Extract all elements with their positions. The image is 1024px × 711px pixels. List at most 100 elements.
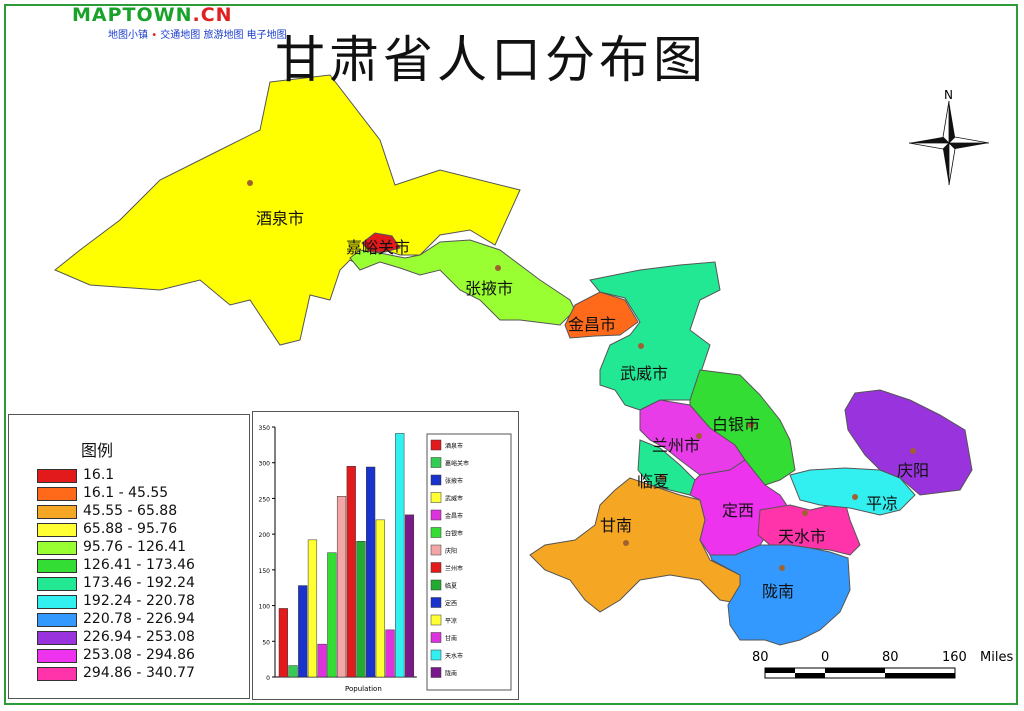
chart-legend-label: 甘南	[445, 635, 457, 643]
bar-11	[375, 519, 385, 678]
legend-swatch	[37, 613, 77, 627]
legend-title: 图例	[81, 441, 114, 460]
region-label: 天水市	[778, 527, 827, 546]
region-jinchang	[564, 291, 639, 339]
legend-label: 65.88 - 95.76	[83, 521, 178, 537]
site-logo[interactable]: MAPTOWN.CN	[72, 4, 233, 26]
legend-label: 16.1 - 45.55	[83, 485, 169, 501]
legend-item: 65.88 - 95.76	[37, 521, 247, 537]
link-traffic[interactable]: 交通地图	[160, 30, 201, 41]
legend-item: 253.08 - 294.86	[37, 647, 247, 663]
compass-rose-icon	[908, 100, 990, 186]
chart-legend-swatch	[430, 439, 442, 451]
bar-3	[298, 585, 308, 678]
chart-legend-swatch	[430, 632, 442, 643]
bar-7	[336, 496, 347, 678]
link-travel[interactable]: 旅游地图	[203, 30, 244, 41]
legend-swatch	[37, 541, 77, 555]
region-label: 白银市	[712, 415, 761, 434]
x-axis-label: Population	[345, 685, 382, 693]
chart-legend-label: 定西	[445, 600, 457, 608]
population-chart: 0 50 100 150 200 250 300 350 Population 酒泉市 嘉峪关市 张掖…	[252, 411, 519, 700]
y-tick-label: 350	[259, 425, 271, 432]
chart-legend-label: 天水市	[445, 652, 463, 660]
region-label: 嘉峪关市	[346, 238, 411, 257]
legend-swatch	[37, 559, 77, 573]
legend-label: 16.1	[83, 467, 115, 483]
bar-8	[346, 466, 356, 678]
chart-legend-label: 白银市	[445, 530, 463, 538]
legend-item: 220.78 - 226.94	[37, 611, 247, 627]
legend-swatch	[37, 505, 77, 519]
legend-label: 253.08 - 294.86	[83, 647, 195, 663]
y-tick-label: 50	[262, 639, 270, 646]
y-tick-label: 200	[259, 532, 271, 539]
legend-label: 95.76 - 126.41	[83, 539, 187, 555]
bar-14	[404, 514, 415, 678]
region-label: 临夏	[637, 472, 670, 491]
legend-label: 45.55 - 65.88	[83, 503, 178, 519]
legend-swatch	[37, 667, 77, 681]
region-label: 兰州市	[652, 436, 701, 455]
chart-legend-label: 庆阳	[445, 547, 457, 555]
legend-item: 16.1	[37, 467, 247, 483]
chart-legend-label: 酒泉市	[445, 442, 463, 450]
map-legend: 图例 16.1 16.1 - 45.55 45.55 - 65.88 65.88 - …	[8, 414, 250, 699]
legend-label: 220.78 - 226.94	[83, 611, 195, 627]
north-label: N	[944, 88, 953, 102]
scale-unit: Miles	[980, 650, 1014, 665]
legend-swatch	[37, 487, 77, 501]
region-label: 定西	[722, 501, 755, 520]
legend-label: 192.24 - 220.78	[83, 593, 195, 609]
legend-item: 173.46 - 192.24	[37, 575, 247, 591]
chart-legend-swatch	[430, 474, 442, 486]
bar-12	[385, 629, 395, 678]
legend-label: 173.46 - 192.24	[83, 575, 195, 591]
region-zhangye	[349, 239, 576, 326]
bar-13	[395, 433, 405, 678]
chart-legend-swatch	[430, 492, 442, 503]
region-label: 陇南	[762, 582, 795, 601]
legend-label: 294.86 - 340.77	[83, 665, 195, 681]
chart-legend-swatch	[430, 597, 442, 608]
bar-9	[356, 541, 366, 678]
y-tick-label: 100	[259, 604, 271, 611]
chart-legend-label: 金昌市	[445, 512, 463, 520]
scale-bar	[764, 667, 956, 679]
link-emap[interactable]: 电子地图	[246, 30, 287, 41]
link-town[interactable]: 地图小镇	[108, 30, 148, 41]
legend-item: 16.1 - 45.55	[37, 485, 247, 501]
y-tick-label: 0	[266, 675, 270, 682]
chart-legend-label: 兰州市	[445, 565, 463, 573]
scale-label: 160	[942, 650, 967, 665]
y-tick-label: 250	[259, 496, 271, 503]
chart-legend-swatch	[430, 614, 442, 626]
scale-label: 0	[821, 650, 830, 665]
region-jiuquan	[54, 74, 521, 346]
chart-legend-swatch	[430, 562, 442, 573]
site-links: 地图小镇 • 交通地图 旅游地图 电子地图	[108, 30, 287, 41]
legend-item: 126.41 - 173.46	[37, 557, 247, 573]
map-frame	[4, 4, 1018, 705]
chart-legend-swatch	[430, 509, 442, 521]
region-label: 庆阳	[897, 461, 930, 480]
region-pingliang	[789, 467, 916, 516]
chart-legend-swatch	[430, 457, 442, 468]
chart-legend-swatch	[430, 544, 442, 556]
legend-item: 95.76 - 126.41	[37, 539, 247, 555]
legend-item: 226.94 - 253.08	[37, 629, 247, 645]
chart-legend-label: 临夏	[445, 582, 457, 590]
region-label: 张掖市	[465, 279, 514, 298]
legend-swatch	[37, 649, 77, 663]
chart-legend-swatch	[430, 527, 442, 538]
region-label: 金昌市	[568, 315, 617, 334]
chart-svg: 0 50 100 150 200 250 300 350 Population 酒泉市嘉峪关市张掖…	[259, 425, 512, 693]
y-tick-label: 150	[259, 568, 271, 575]
legend-swatch	[37, 523, 77, 537]
legend-swatch	[37, 595, 77, 609]
legend-swatch	[37, 469, 77, 483]
legend-item: 192.24 - 220.78	[37, 593, 247, 609]
chart-legend-swatch	[430, 649, 442, 661]
bar-10	[366, 466, 376, 678]
